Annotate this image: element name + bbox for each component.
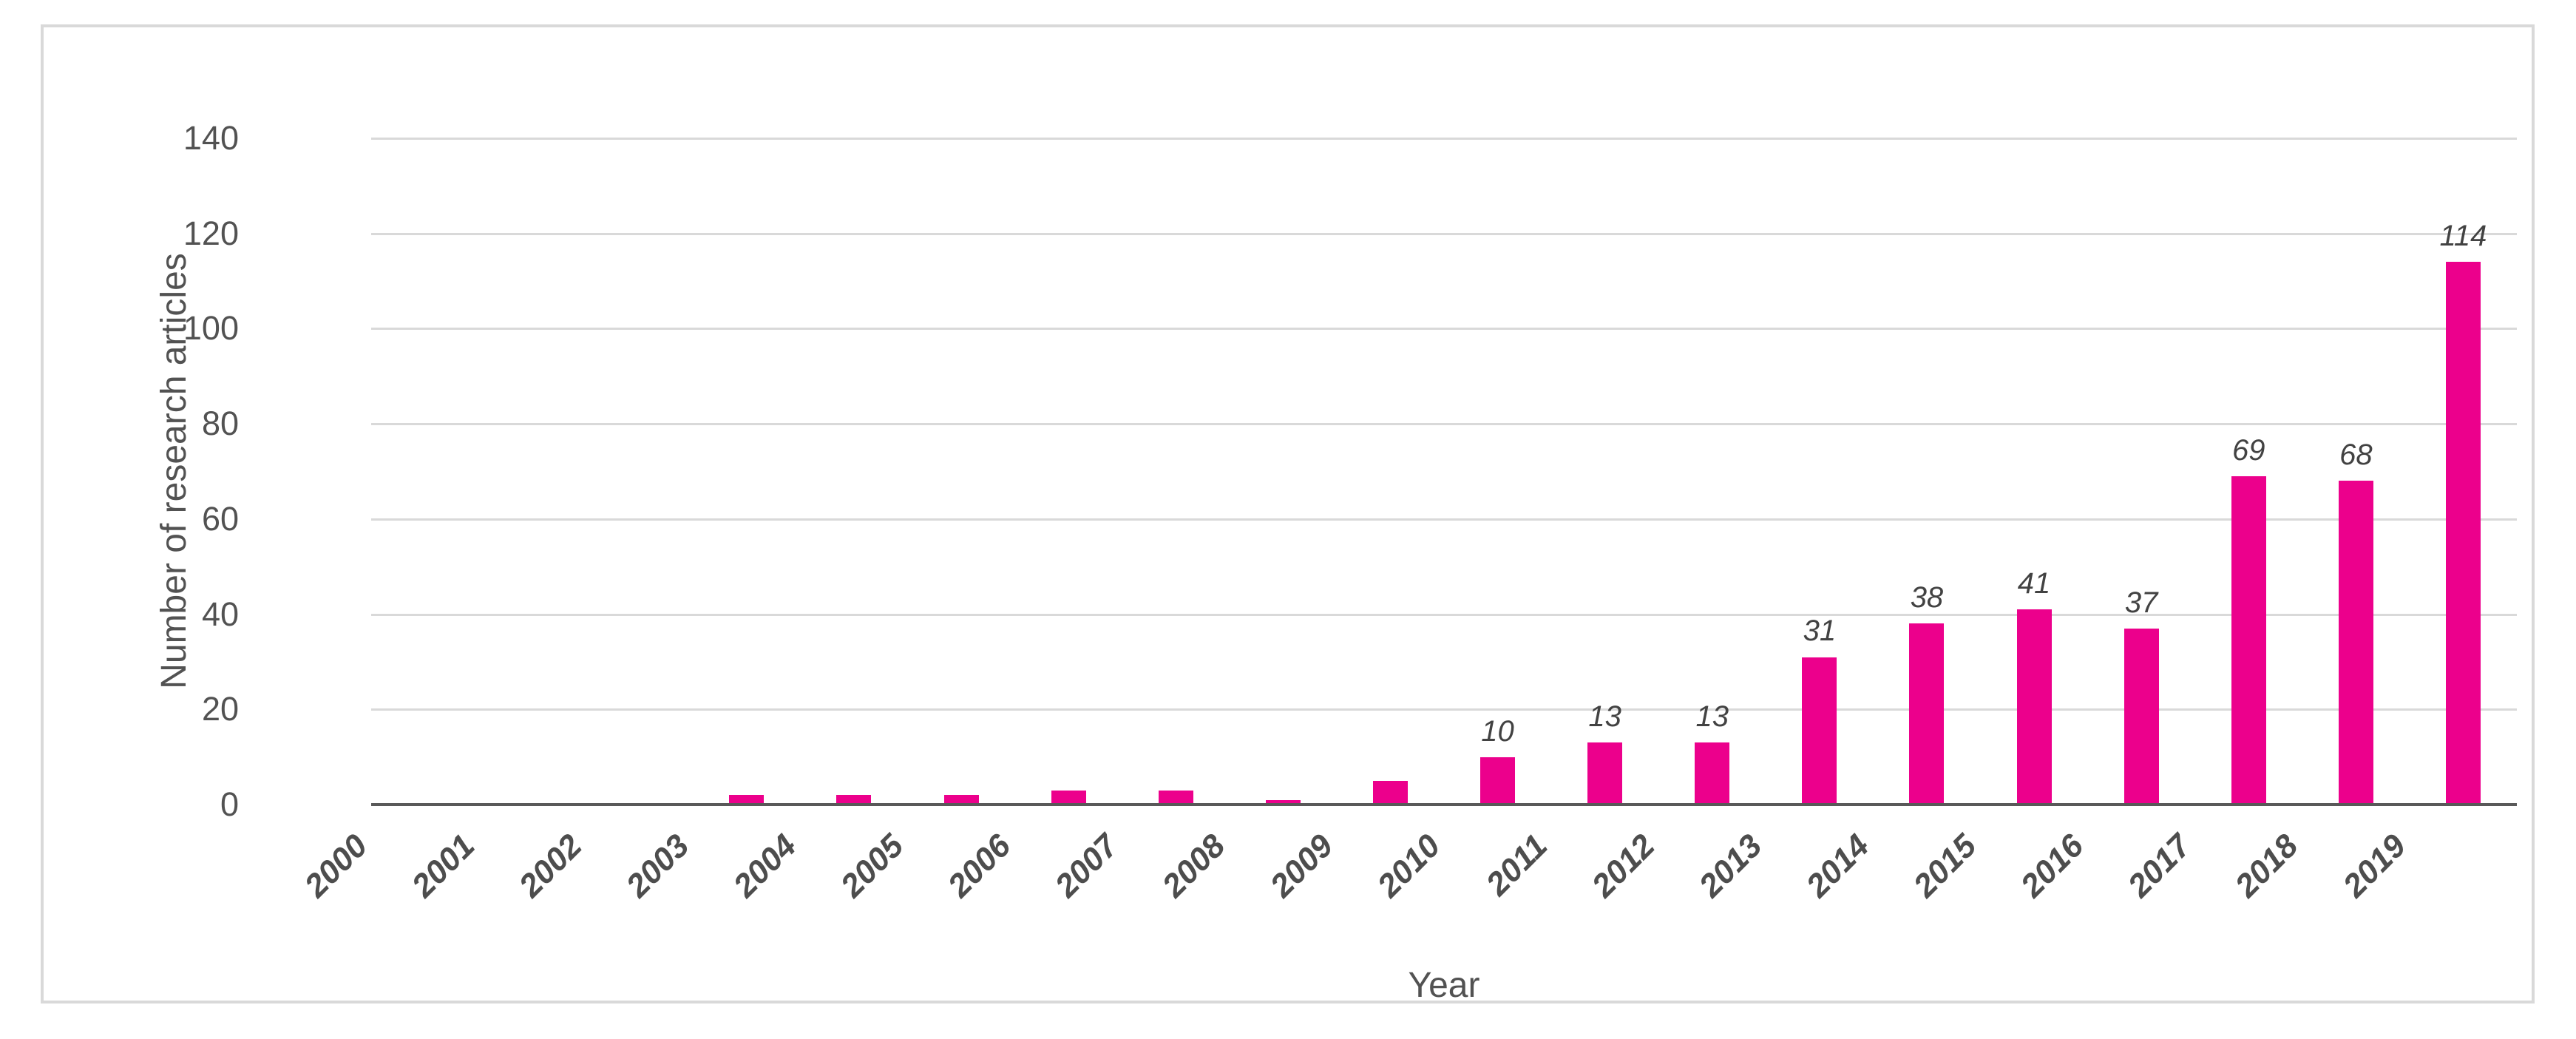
x-tick-2010: 2010	[1370, 828, 1448, 904]
bar-2003	[729, 795, 765, 805]
x-axis-title: Year	[1408, 966, 1480, 1005]
x-tick-2018: 2018	[2228, 828, 2306, 904]
x-tick-2013: 2013	[1692, 828, 1769, 904]
gridline-120	[371, 232, 2517, 235]
data-label-2019: 114	[2439, 220, 2487, 253]
data-label-2015: 41	[2017, 567, 2051, 600]
gridline-140	[371, 138, 2517, 140]
gridline-40	[371, 613, 2517, 616]
y-tick-0: 0	[220, 785, 239, 823]
x-tick-2005: 2005	[833, 828, 911, 904]
x-tick-2001: 2001	[404, 828, 482, 904]
gridline-20	[371, 708, 2517, 711]
x-tick-2000: 2000	[297, 828, 375, 904]
gridline-100	[371, 328, 2517, 331]
bar-2007	[1158, 790, 1193, 805]
data-label-2012: 13	[1695, 700, 1729, 734]
x-tick-2006: 2006	[940, 828, 1018, 904]
y-tick-40: 40	[201, 595, 239, 633]
data-label-2013: 31	[1803, 615, 1837, 648]
y-tick-60: 60	[201, 499, 239, 538]
plot-area	[371, 138, 2517, 806]
bar-2009	[1372, 780, 1408, 805]
y-tick-20: 20	[201, 690, 239, 728]
bar-2012	[1695, 742, 1730, 805]
data-label-2011: 13	[1588, 700, 1621, 734]
x-tick-2016: 2016	[2013, 828, 2091, 904]
x-tick-2011: 2011	[1479, 828, 1555, 903]
chart-frame: 0 20 40 60 80 100 120 140 2000 2001 2002 2003 2004 2…	[41, 24, 2535, 1005]
x-tick-2009: 2009	[1263, 828, 1340, 904]
bar-2008	[1265, 799, 1301, 805]
data-label-2014: 38	[1910, 581, 1944, 615]
x-tick-2017: 2017	[2121, 828, 2198, 904]
x-tick-2002: 2002	[512, 828, 589, 904]
x-tick-2012: 2012	[1584, 828, 1662, 904]
gridline-60	[371, 518, 2517, 521]
bar-2014	[1909, 623, 1945, 805]
bar-2011	[1587, 742, 1623, 805]
bar-2015	[2016, 609, 2052, 805]
bar-2010	[1480, 757, 1516, 805]
x-tick-2015: 2015	[1906, 828, 1984, 904]
bar-2017	[2231, 475, 2266, 805]
bar-2013	[1802, 657, 1837, 805]
x-axis-line	[371, 803, 2517, 806]
gridline-80	[371, 423, 2517, 426]
bar-2016	[2123, 628, 2159, 805]
bar-2019	[2445, 262, 2481, 805]
x-tick-2003: 2003	[619, 828, 696, 904]
x-tick-2019: 2019	[2336, 828, 2413, 904]
y-tick-120: 120	[183, 214, 239, 252]
y-axis-title: Number of research articles	[155, 253, 194, 689]
bar-2004	[836, 795, 872, 805]
data-label-2018: 68	[2339, 439, 2373, 472]
bar-2005	[943, 795, 979, 805]
data-label-2010: 10	[1481, 714, 1514, 748]
y-tick-80: 80	[201, 405, 239, 443]
data-label-2017: 69	[2232, 433, 2265, 467]
bar-2006	[1051, 790, 1086, 805]
x-tick-2007: 2007	[1048, 828, 1125, 904]
x-tick-2014: 2014	[1799, 828, 1877, 904]
data-label-2016: 37	[2124, 586, 2158, 619]
y-tick-100: 100	[183, 309, 239, 348]
x-tick-2004: 2004	[726, 828, 804, 904]
bar-2018	[2338, 481, 2373, 805]
x-tick-2008: 2008	[1156, 828, 1233, 904]
y-tick-140: 140	[183, 119, 239, 157]
